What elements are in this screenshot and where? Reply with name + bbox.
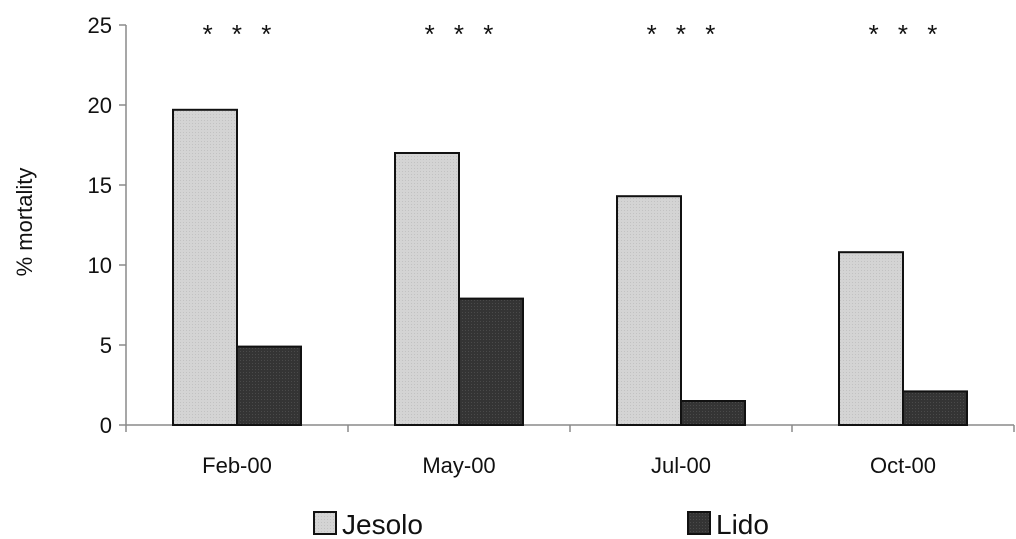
- bar-jesolo-may-00: [394, 152, 460, 426]
- legend: Jesolo Lido: [313, 509, 769, 539]
- y-tick-label: 25: [88, 13, 112, 38]
- significance-mark: * * *: [425, 19, 500, 49]
- y-tick-label: 10: [88, 253, 112, 278]
- category-label: May-00: [422, 453, 495, 478]
- bar-jesolo-feb-00: [172, 108, 238, 427]
- bar-jesolo-jul-00: [616, 195, 682, 426]
- y-axis: 0 5 10 15 20 25: [88, 13, 127, 438]
- y-tick-label: 20: [88, 93, 112, 118]
- significance-mark: * * *: [647, 19, 722, 49]
- x-axis: [125, 424, 1015, 432]
- category-label: Oct-00: [870, 453, 936, 478]
- bars: [172, 108, 968, 427]
- bar-lido-oct-00: [902, 390, 968, 426]
- legend-swatch-jesolo: [313, 511, 337, 535]
- significance-mark: * * *: [203, 19, 278, 49]
- y-tick-label: 0: [100, 413, 112, 438]
- bar-lido-jul-00: [680, 400, 746, 426]
- y-axis-title: % mortality: [12, 168, 37, 277]
- bar-jesolo-oct-00: [838, 251, 904, 426]
- significance-marks: * * * * * * * * * * * *: [203, 19, 944, 49]
- bar-lido-may-00: [458, 297, 524, 427]
- legend-swatch-lido: [687, 511, 711, 535]
- significance-mark: * * *: [869, 19, 944, 49]
- legend-label-lido: Lido: [716, 509, 769, 539]
- y-tick-label: 5: [100, 333, 112, 358]
- bar-lido-feb-00: [236, 345, 302, 427]
- legend-label-jesolo: Jesolo: [342, 509, 423, 539]
- y-tick-label: 15: [88, 173, 112, 198]
- category-label: Feb-00: [202, 453, 272, 478]
- category-labels: Feb-00 May-00 Jul-00 Oct-00: [202, 453, 936, 478]
- category-label: Jul-00: [651, 453, 711, 478]
